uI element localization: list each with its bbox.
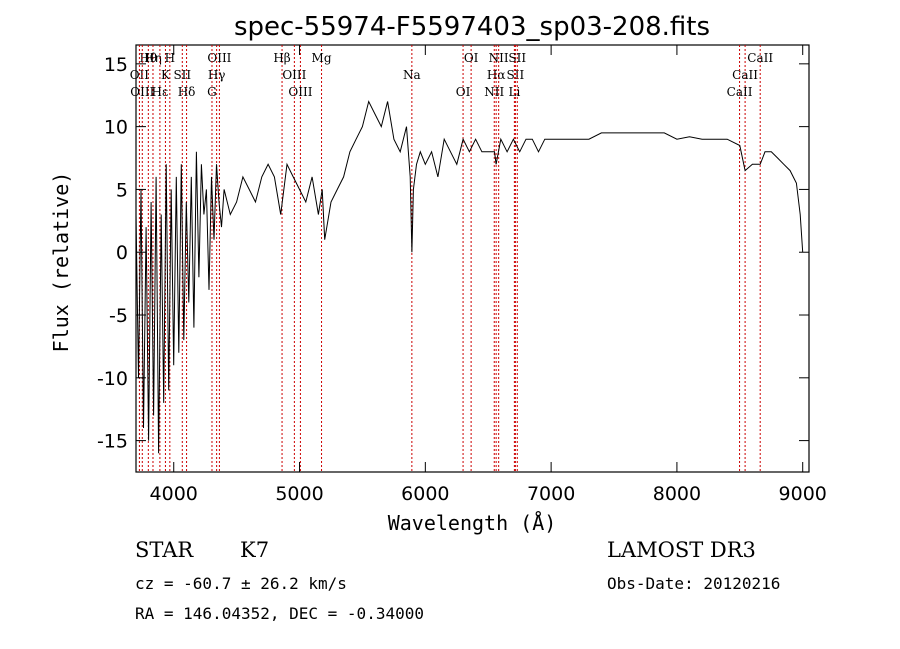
line-label: K [161,68,171,82]
line-label: SII [507,68,525,82]
line-label: OIII [288,85,312,99]
line-label: OI [464,51,479,65]
coordinates: RA = 146.04352, DEC = -0.34000 [135,604,424,623]
x-tick-label: 9000 [779,483,827,505]
object-class: STAR [135,538,194,562]
axis-ticks: 4000 5000 6000 7000 8000 9000 -15 -10 -5 0 5 10 15 [97,45,827,505]
line-label: OI [456,85,471,99]
line-label: CaII [732,68,758,82]
y-tick-label: 15 [104,54,128,76]
line-label: CaII [747,51,773,65]
plot-frame [135,44,810,473]
chart-title: spec-55974-F5597403_sp03-208.fits [234,12,710,42]
line-label: OIII [207,51,231,65]
x-tick-label: 6000 [401,483,449,505]
y-tick-label: 0 [116,242,128,264]
line-label: Li [508,85,520,99]
y-tick-label: -15 [97,431,128,453]
x-axis-label: Wavelength (Å) [388,511,557,535]
line-label: SII [508,51,526,65]
line-label: SII [173,68,191,82]
line-label: NII [484,85,504,99]
y-tick-label: 10 [104,117,128,139]
line-label: OIII [130,85,154,99]
y-tick-label: 5 [116,179,128,201]
line-label: H [165,51,175,65]
line-label: Hγ [208,68,226,82]
spectral-line-markers: HθOIIOIIIHηKHεHSIIHδOIIIHγGHβOIIIOIIIMgN… [130,45,773,472]
line-label: OIII [282,68,306,82]
line-label: NII [489,51,509,65]
obs-date: Obs-Date: 20120216 [607,574,781,593]
line-label: Hδ [178,85,196,99]
y-tick-label: -10 [97,368,128,390]
line-label: Na [403,68,421,82]
y-axis-label: Flux (relative) [49,172,73,353]
line-label: Hα [487,68,506,82]
x-tick-label: 7000 [527,483,575,505]
line-label: Hβ [273,51,290,65]
survey-name: LAMOST DR3 [607,538,756,562]
line-label: Hη [144,51,162,65]
line-label: OII [130,68,150,82]
line-label: Hε [152,85,169,99]
y-tick-label: -5 [109,305,128,327]
line-label: CaII [727,85,753,99]
object-subclass: K7 [240,538,270,562]
x-tick-label: 8000 [653,483,701,505]
line-label: Mg [312,51,332,65]
x-tick-label: 5000 [275,483,323,505]
line-label: G [207,85,217,99]
flux-line [135,100,804,454]
redshift-cz: cz = -60.7 ± 26.2 km/s [135,574,347,593]
x-tick-label: 4000 [150,483,198,505]
